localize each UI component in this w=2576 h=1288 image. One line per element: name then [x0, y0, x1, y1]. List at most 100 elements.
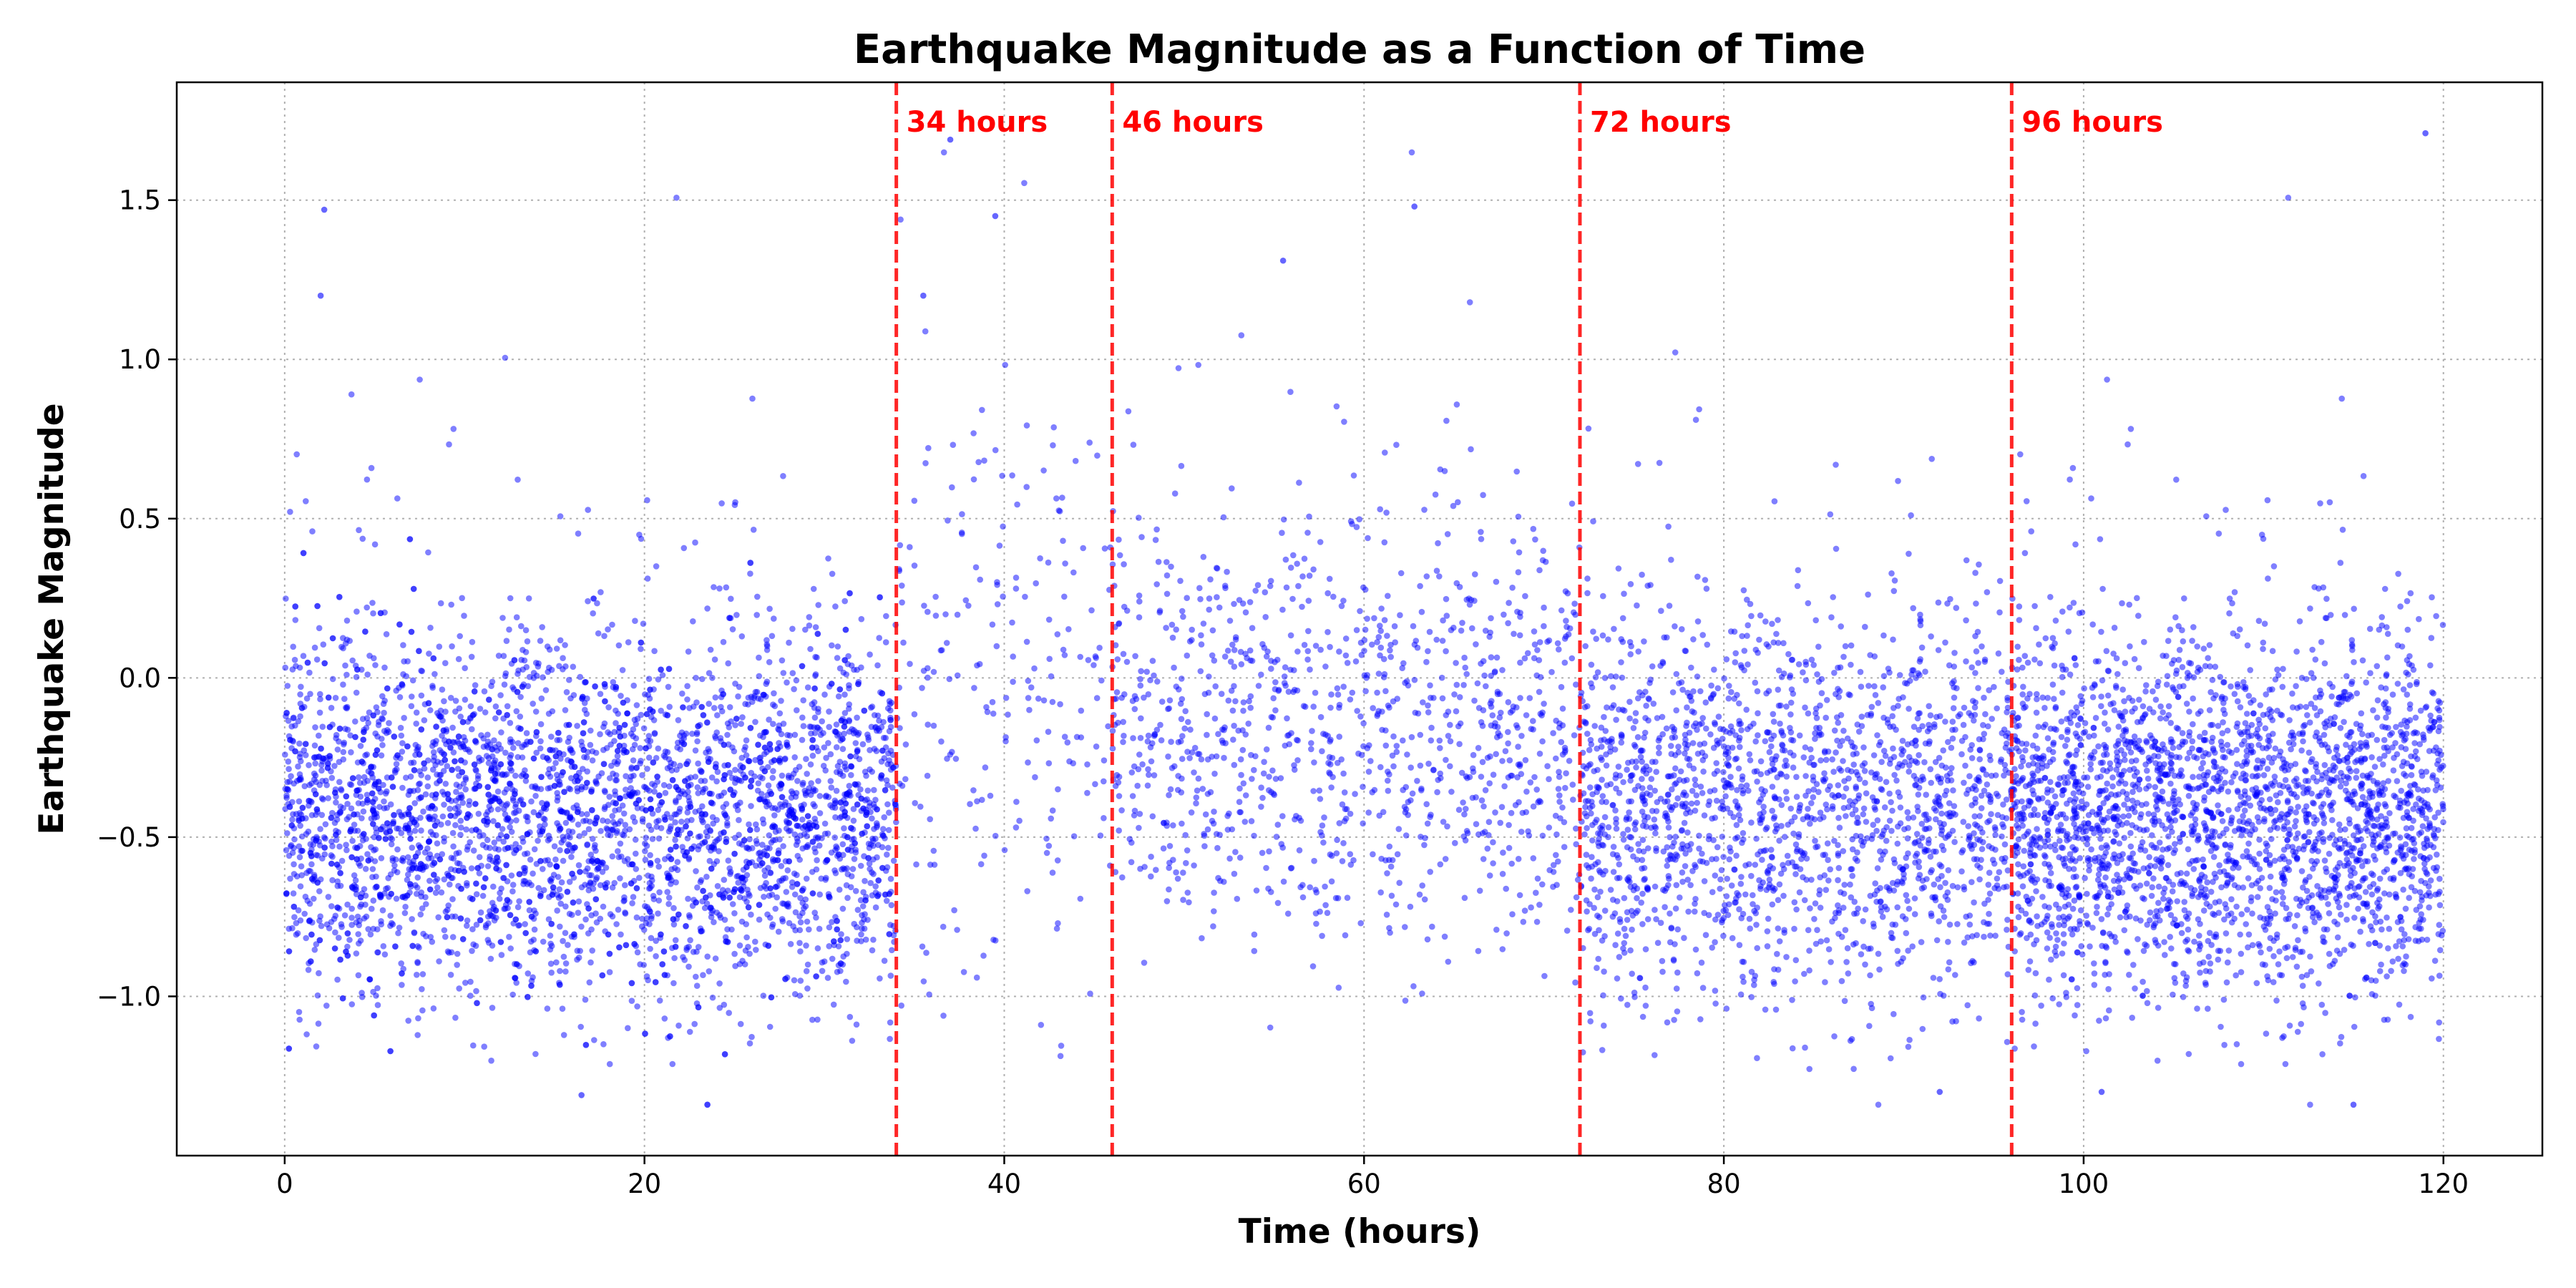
scatter-point [693, 729, 701, 736]
scatter-point [522, 930, 529, 937]
scatter-point [994, 579, 1000, 585]
scatter-point [1137, 675, 1143, 683]
scatter-point [1572, 979, 1579, 986]
scatter-point [889, 947, 895, 954]
scatter-point [1414, 644, 1421, 651]
scatter-point [446, 738, 452, 745]
scatter-point [803, 967, 810, 975]
scatter-point [329, 675, 336, 683]
scatter-point [771, 812, 778, 819]
scatter-point [698, 768, 705, 775]
scatter-point [1365, 535, 1371, 542]
scatter-point [814, 630, 821, 638]
scatter-point [524, 850, 531, 857]
scatter-point [683, 761, 690, 767]
scatter-point [1048, 815, 1054, 822]
scatter-point [1387, 863, 1395, 870]
scatter-point [1174, 786, 1181, 794]
scatter-point [438, 889, 445, 896]
scatter-point [867, 866, 873, 872]
scatter-point [311, 742, 318, 749]
scatter-point [554, 907, 560, 914]
scatter-point [1324, 590, 1331, 597]
scatter-point [1471, 697, 1478, 704]
scatter-point [834, 643, 841, 650]
scatter-point [288, 822, 296, 829]
scatter-point [1561, 659, 1568, 666]
scatter-point [1453, 660, 1459, 666]
scatter-point [519, 683, 526, 690]
scatter-point [726, 615, 733, 621]
scatter-point [1160, 845, 1167, 852]
scatter-point [670, 916, 677, 922]
scatter-point [756, 850, 762, 857]
scatter-point [1512, 801, 1519, 809]
scatter-point [1120, 718, 1126, 726]
scatter-point [1480, 492, 1486, 499]
scatter-point [1236, 785, 1243, 792]
scatter-point [395, 930, 401, 937]
scatter-point [661, 972, 668, 978]
scatter-point [1387, 653, 1394, 660]
scatter-point [1464, 830, 1471, 836]
scatter-point [735, 879, 741, 886]
scatter-point [1407, 764, 1414, 771]
scatter-point [574, 723, 580, 729]
scatter-point [370, 610, 376, 617]
scatter-point [507, 760, 514, 767]
scatter-point [477, 917, 484, 924]
scatter-point [418, 794, 424, 801]
scatter-point [912, 800, 918, 806]
scatter-point [1521, 655, 1528, 662]
scatter-point [954, 611, 961, 618]
scatter-point [411, 827, 419, 834]
scatter-point [874, 662, 881, 669]
scatter-point [758, 791, 765, 797]
scatter-point [452, 797, 459, 804]
scatter-point [1392, 901, 1400, 908]
scatter-point [1045, 760, 1053, 766]
scatter-point [1294, 648, 1301, 655]
scatter-point [618, 931, 624, 938]
scatter-point [723, 938, 729, 945]
scatter-point [530, 870, 536, 877]
scatter-point [1425, 761, 1432, 767]
scatter-point [874, 712, 882, 719]
scatter-point [1478, 529, 1484, 535]
scatter-point [797, 832, 804, 839]
scatter-point [462, 786, 469, 793]
scatter-point [1009, 472, 1015, 479]
scatter-point [797, 948, 804, 955]
scatter-point [416, 648, 422, 655]
scatter-point [1013, 575, 1020, 581]
scatter-point [890, 857, 897, 864]
scatter-point [1539, 738, 1546, 745]
scatter-point [899, 599, 905, 606]
scatter-point [673, 843, 679, 850]
scatter-point [316, 888, 323, 894]
scatter-point [634, 789, 641, 796]
scatter-point [846, 783, 853, 789]
scatter-point [1055, 786, 1061, 793]
scatter-point [862, 877, 868, 884]
scatter-point [1266, 774, 1272, 780]
scatter-point [597, 731, 603, 738]
scatter-point [711, 656, 718, 663]
scatter-point [495, 741, 502, 748]
scatter-point [1490, 771, 1497, 778]
scatter-point [527, 938, 535, 945]
scatter-point [431, 670, 438, 678]
scatter-point [343, 793, 350, 800]
scatter-point [824, 975, 831, 981]
scatter-point [887, 972, 894, 979]
scatter-point [1313, 920, 1319, 927]
scatter-point [1476, 887, 1483, 894]
scatter-point [357, 743, 364, 749]
scatter-point [282, 664, 289, 671]
scatter-point [1306, 513, 1312, 520]
scatter-point [513, 614, 520, 620]
scatter-point [1367, 758, 1374, 764]
scatter-point [547, 746, 553, 753]
scatter-point [473, 880, 479, 887]
scatter-point [1447, 738, 1454, 745]
